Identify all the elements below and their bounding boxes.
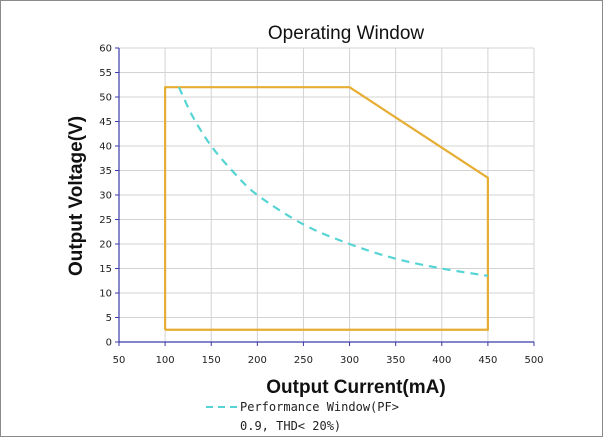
x-tick-label: 450: [478, 355, 497, 366]
x-tick-label: 300: [340, 355, 359, 366]
y-tick-label: 35: [99, 166, 112, 177]
y-tick-label: 10: [99, 289, 112, 300]
x-tick-label: 400: [432, 355, 451, 366]
y-tick-label: 55: [99, 68, 112, 79]
legend-label-line1: Performance Window(PF>: [240, 400, 399, 414]
x-tick-label: 500: [524, 355, 543, 366]
series-group: [164, 86, 489, 331]
x-tick-label: 250: [294, 355, 313, 366]
y-tick-label: 0: [106, 338, 112, 349]
y-tick-label: 40: [99, 142, 112, 153]
y-tick-label: 60: [99, 44, 112, 55]
x-tick-label: 50: [113, 355, 126, 366]
y-axis-label: Output Voltage(V): [66, 116, 87, 276]
y-tick-label: 5: [106, 313, 112, 324]
grid: [119, 47, 535, 342]
y-tick-label: 25: [99, 215, 112, 226]
performance-window-curve: [177, 86, 489, 277]
legend-label-line2: 0.9, THD< 20%): [240, 419, 341, 433]
x-tick-label: 150: [202, 355, 221, 366]
y-tick-label: 20: [99, 240, 112, 251]
y-tick-label: 45: [99, 117, 112, 128]
x-tick-label: 100: [156, 355, 175, 366]
x-tick-label: 200: [248, 355, 267, 366]
legend: Performance Window(PF> 0.9, THD< 20%): [206, 400, 399, 433]
operating-window-boundary: [164, 86, 489, 331]
x-axis-label: Output Current(mA): [266, 377, 445, 398]
y-tick-label: 30: [99, 191, 112, 202]
y-tick-label: 15: [99, 264, 112, 275]
y-tick-label: 50: [99, 93, 112, 104]
tick-labels: 0 5 10 15 20 25 30 35 40 45 50 55 60 50 100 150 200 250 30…: [99, 44, 543, 367]
chart-title: Operating Window: [268, 23, 425, 44]
x-tick-label: 350: [386, 355, 405, 366]
axes: [115, 47, 535, 346]
